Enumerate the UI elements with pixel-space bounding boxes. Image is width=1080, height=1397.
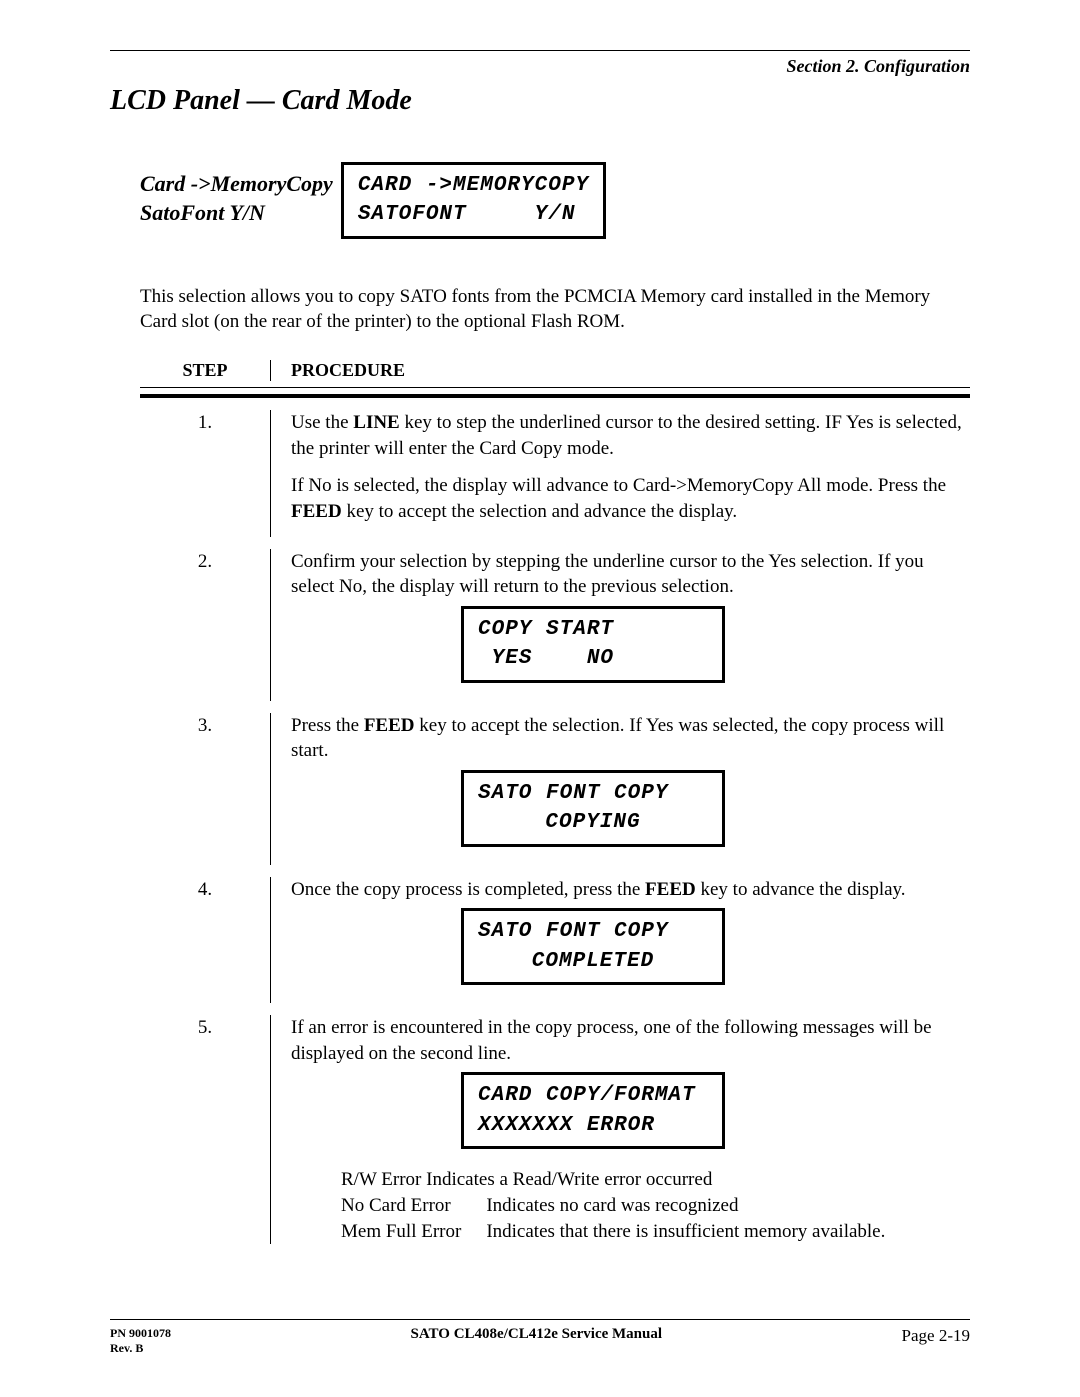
text-span: key to accept the selection and advance … xyxy=(342,501,738,522)
lcd-display-copying: SATO FONT COPY COPYING xyxy=(461,770,725,847)
procedure-cell: If an error is encountered in the copy p… xyxy=(271,1015,970,1244)
lcd-wrapper: SATO FONT COPY COPYING xyxy=(461,770,970,847)
footer-left: PN 9001078 Rev. B xyxy=(110,1326,171,1357)
table-row: 1. Use the LINE key to step the underlin… xyxy=(140,410,970,537)
procedure-cell: Use the LINE key to step the underlined … xyxy=(271,410,970,537)
lcd-wrapper: COPY START YES NO xyxy=(461,606,970,683)
paragraph: Press the FEED key to accept the selecti… xyxy=(291,713,970,764)
table-header-row: STEP PROCEDURE xyxy=(140,360,970,388)
lcd-line1: SATO FONT COPY xyxy=(478,917,708,946)
error-row: No Card Error Indicates no card was reco… xyxy=(341,1193,885,1219)
subtitle-row: Card ->MemoryCopy SatoFont Y/N CARD ->ME… xyxy=(140,162,970,239)
key-name: FEED xyxy=(364,715,415,736)
paragraph: If No is selected, the display will adva… xyxy=(291,473,970,524)
key-name: LINE xyxy=(353,412,399,433)
header-rule xyxy=(110,50,970,51)
lcd-wrapper: SATO FONT COPY COMPLETED xyxy=(461,908,970,985)
lcd-line2: COPYING xyxy=(478,808,708,837)
page-title: LCD Panel — Card Mode xyxy=(110,85,970,117)
paragraph: Use the LINE key to step the underlined … xyxy=(291,410,970,461)
text-span: Press the xyxy=(291,715,364,736)
table-row: 2. Confirm your selection by stepping th… xyxy=(140,549,970,701)
step-number: 3. xyxy=(140,713,271,865)
paragraph: If an error is encountered in the copy p… xyxy=(291,1015,970,1066)
lcd-line2: YES NO xyxy=(478,644,708,673)
error-rw-line: R/W Error Indicates a Read/Write error o… xyxy=(341,1167,970,1193)
lcd-line2: COMPLETED xyxy=(478,947,708,976)
lcd-wrapper: CARD COPY/FORMAT XXXXXXX ERROR xyxy=(461,1072,970,1149)
subtitle-line2: SatoFont Y/N xyxy=(140,200,265,225)
text-span: If No is selected, the display will adva… xyxy=(291,475,946,496)
step-number: 5. xyxy=(140,1015,271,1244)
footer-pn: PN 9001078 xyxy=(110,1326,171,1340)
lcd-line1: SATO FONT COPY xyxy=(478,779,708,808)
table-row: 4. Once the copy process is completed, p… xyxy=(140,877,970,1003)
error-label: No Card Error xyxy=(341,1193,486,1219)
table-row: 5. If an error is encountered in the cop… xyxy=(140,1015,970,1244)
step-number: 2. xyxy=(140,549,271,701)
error-desc: Indicates that there is insufficient mem… xyxy=(486,1219,885,1245)
subtitle-line1: Card ->MemoryCopy xyxy=(140,171,333,196)
lcd-display-top: CARD ->MEMORYCOPY SATOFONT Y/N xyxy=(341,162,606,239)
intro-paragraph: This selection allows you to copy SATO f… xyxy=(140,284,970,335)
procedure-cell: Once the copy process is completed, pres… xyxy=(271,877,970,1003)
lcd-display-copystart: COPY START YES NO xyxy=(461,606,725,683)
step-number: 1. xyxy=(140,410,271,537)
error-label: Mem Full Error xyxy=(341,1219,486,1245)
paragraph: Once the copy process is completed, pres… xyxy=(291,877,970,903)
procedure-cell: Confirm your selection by stepping the u… xyxy=(271,549,970,701)
lcd-line1: CARD COPY/FORMAT xyxy=(478,1081,708,1110)
double-rule xyxy=(140,394,970,398)
lcd-display-completed: SATO FONT COPY COMPLETED xyxy=(461,908,725,985)
section-header: Section 2. Configuration xyxy=(110,56,970,77)
col-header-step: STEP xyxy=(140,360,271,381)
document-page: Section 2. Configuration LCD Panel — Car… xyxy=(0,0,1080,1397)
footer-page-number: Page 2-19 xyxy=(902,1326,970,1346)
error-desc: Indicates no card was recognized xyxy=(486,1193,885,1219)
procedure-table: STEP PROCEDURE 1. Use the LINE key to st… xyxy=(140,360,970,1244)
paragraph: Confirm your selection by stepping the u… xyxy=(291,549,970,600)
lcd-line2: XXXXXXX ERROR xyxy=(478,1111,708,1140)
key-name: FEED xyxy=(291,501,342,522)
procedure-cell: Press the FEED key to accept the selecti… xyxy=(271,713,970,865)
table-row: 3. Press the FEED key to accept the sele… xyxy=(140,713,970,865)
lcd-top-line2: SATOFONT Y/N xyxy=(358,200,589,229)
text-span: Once the copy process is completed, pres… xyxy=(291,879,645,900)
lcd-top-line1: CARD ->MEMORYCOPY xyxy=(358,171,589,200)
error-row: Mem Full Error Indicates that there is i… xyxy=(341,1219,885,1245)
step-number: 4. xyxy=(140,877,271,1003)
subtitle-text: Card ->MemoryCopy SatoFont Y/N xyxy=(140,162,333,227)
footer-center: SATO CL408e/CL412e Service Manual xyxy=(411,1326,663,1343)
key-name: FEED xyxy=(645,879,696,900)
lcd-display-error: CARD COPY/FORMAT XXXXXXX ERROR xyxy=(461,1072,725,1149)
text-span: key to advance the display. xyxy=(696,879,906,900)
page-footer: PN 9001078 Rev. B SATO CL408e/CL412e Ser… xyxy=(110,1319,970,1357)
lcd-line1: COPY START xyxy=(478,615,708,644)
footer-rev: Rev. B xyxy=(110,1341,143,1355)
error-list: No Card Error Indicates no card was reco… xyxy=(341,1193,885,1244)
text-span: Use the xyxy=(291,412,353,433)
col-header-procedure: PROCEDURE xyxy=(271,360,405,381)
